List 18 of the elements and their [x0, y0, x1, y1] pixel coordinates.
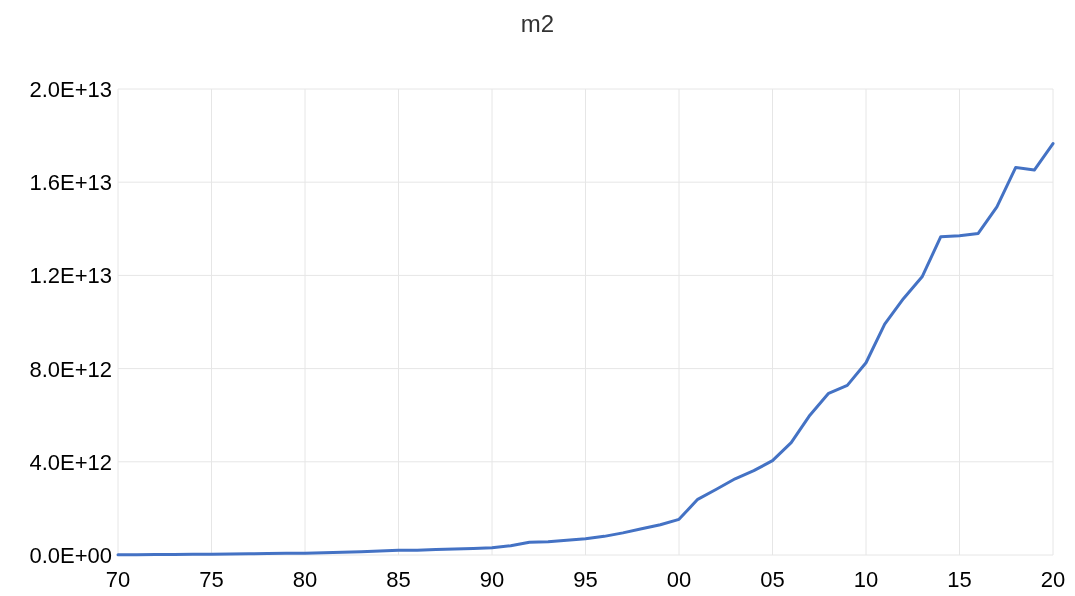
y-tick-label: 1.2E+13 — [29, 263, 112, 289]
y-tick-label: 2.0E+13 — [29, 77, 112, 102]
x-tick-label: 90 — [479, 567, 505, 592]
y-tick-label: 4.0E+12 — [29, 449, 112, 475]
x-tick-label: 75 — [199, 567, 224, 592]
x-tick-label: 95 — [573, 567, 598, 592]
x-tick-label: 80 — [292, 567, 318, 592]
x-tick-label: 85 — [386, 567, 411, 592]
x-tick-label: 15 — [947, 567, 972, 592]
x-tick-label: 20 — [1040, 567, 1066, 592]
y-tick-label: 1.6E+13 — [29, 170, 112, 196]
x-tick-label: 10 — [853, 567, 879, 592]
chart-title: m2 — [520, 10, 555, 37]
x-tick-label: 00 — [666, 567, 692, 592]
y-tick-label: 0.0E+00 — [29, 543, 112, 568]
x-tick-label: 70 — [105, 567, 131, 592]
x-tick-label: 05 — [760, 567, 785, 592]
y-tick-label: 8.0E+12 — [29, 356, 112, 382]
